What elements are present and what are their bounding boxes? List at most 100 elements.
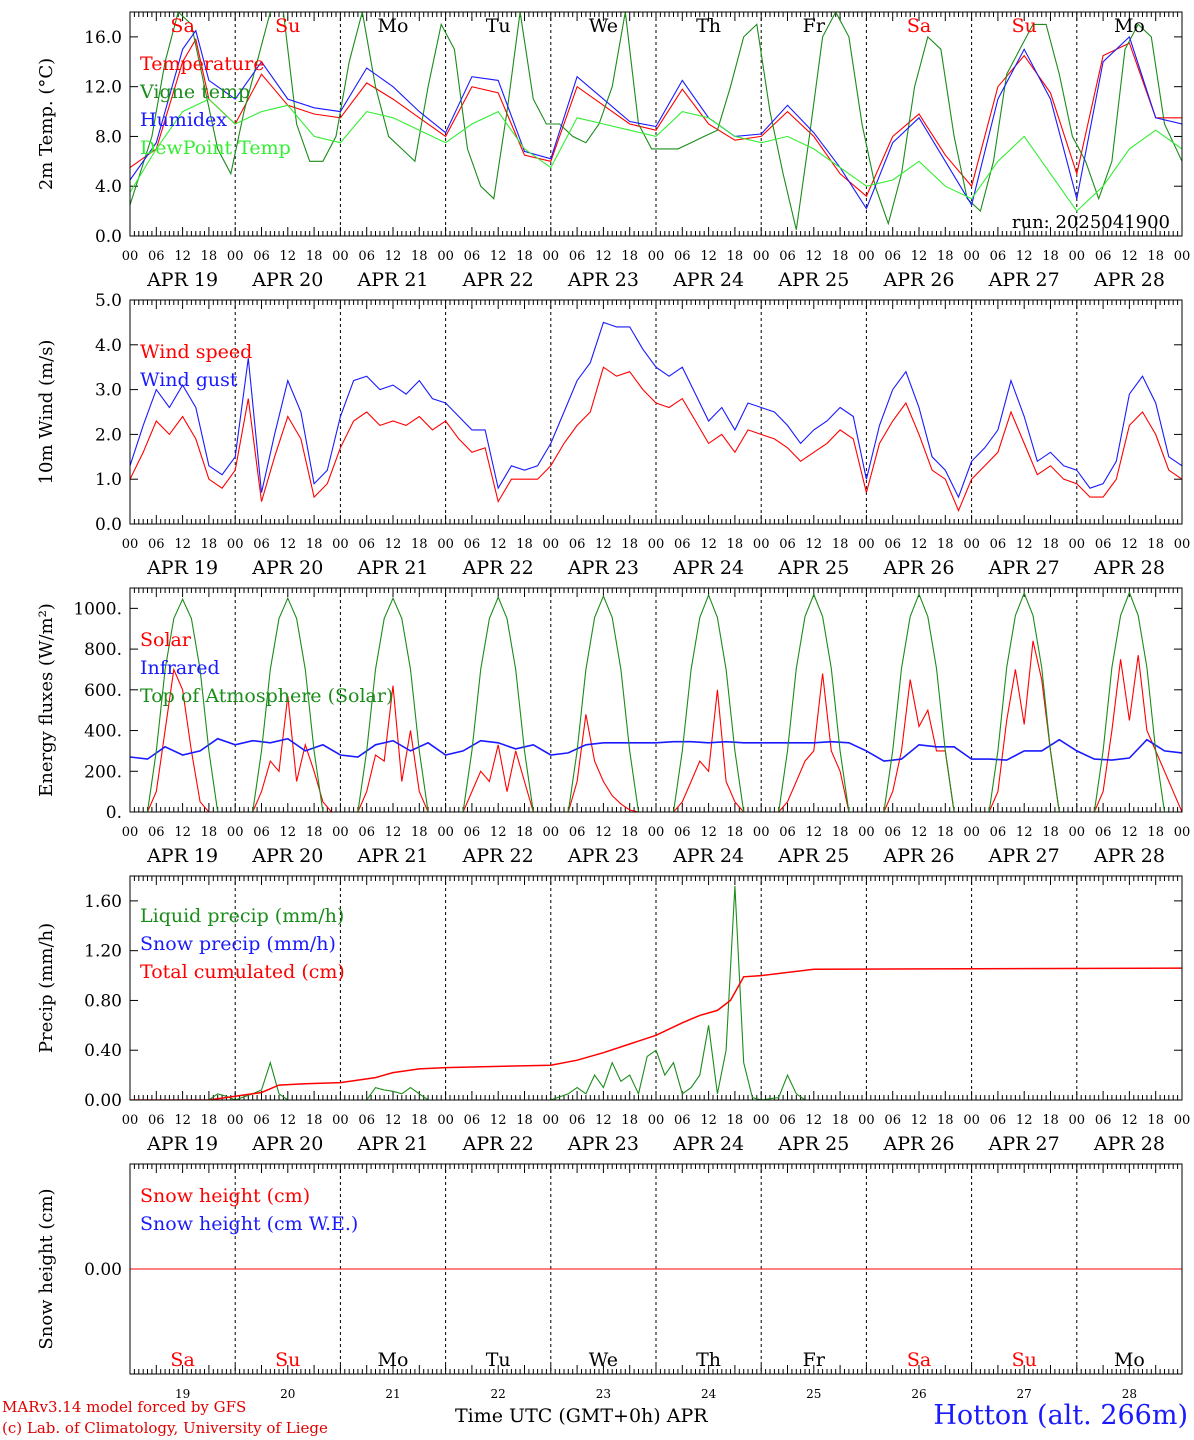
y-tick-label: 400. [84, 722, 122, 742]
run-label: run: 2025041900 [1012, 212, 1170, 233]
date-label: APR 22 [462, 1133, 534, 1155]
series-solar [130, 640, 1182, 812]
day-of-week-label: Sa [907, 1349, 931, 1371]
hour-tick-label: 06 [674, 537, 691, 552]
hour-tick-label: 00 [963, 1113, 980, 1128]
date-label: APR 21 [356, 269, 428, 291]
day-of-week-label: We [589, 1349, 618, 1371]
day-of-week-label: Su [1012, 15, 1037, 37]
day-of-week-label: Mo [1114, 15, 1145, 37]
hour-tick-label: 12 [595, 249, 612, 264]
legend-entry: Solar [140, 629, 192, 651]
hour-tick-label: 00 [858, 537, 875, 552]
date-label: APR 22 [462, 269, 534, 291]
hour-tick-label: 18 [1147, 825, 1164, 840]
hour-tick-label: 12 [490, 249, 507, 264]
day-of-week-label: Sa [907, 15, 931, 37]
hour-tick-label: 06 [779, 825, 796, 840]
hour-tick-label: 12 [280, 537, 297, 552]
hour-tick-label: 18 [621, 537, 638, 552]
hour-tick-label: 06 [464, 537, 481, 552]
y-axis-label: 10m Wind (m/s) [36, 340, 57, 485]
hour-tick-label: 18 [727, 249, 744, 264]
hour-tick-label: 18 [1147, 249, 1164, 264]
hour-tick-label: 12 [911, 249, 928, 264]
hour-tick-label: 12 [385, 537, 402, 552]
panel-frame [129, 299, 1183, 525]
hour-tick-label: 06 [464, 1113, 481, 1128]
hour-tick-label: 12 [385, 249, 402, 264]
hour-tick-label: 18 [727, 825, 744, 840]
hour-tick-label: 12 [806, 537, 823, 552]
day-of-week-label: Su [1012, 1349, 1037, 1371]
legend-entry: Snow height (cm W.E.) [140, 1213, 358, 1235]
y-tick-label: 0.0 [95, 515, 122, 535]
hour-tick-label: 12 [1121, 825, 1138, 840]
date-label: APR 19 [146, 557, 218, 579]
hour-tick-label: 00 [1069, 825, 1086, 840]
hour-tick-label: 18 [411, 537, 428, 552]
panel-frame [129, 875, 1183, 1101]
y-tick-label: 12.0 [84, 78, 122, 98]
hour-tick-label: 00 [122, 537, 139, 552]
legend-entry: Liquid precip (mm/h) [140, 905, 344, 927]
lab-credit: (c) Lab. of Climatology, University of L… [2, 1419, 328, 1437]
date-label: APR 23 [567, 845, 639, 867]
hour-tick-label: 18 [832, 249, 849, 264]
hour-tick-label: 00 [437, 1113, 454, 1128]
date-label: APR 24 [672, 1133, 744, 1155]
day-of-week-label: We [589, 15, 618, 37]
series-humidex [130, 29, 1182, 210]
y-tick-label: 0.40 [84, 1041, 122, 1061]
hour-tick-label: 06 [464, 825, 481, 840]
hour-tick-label: 00 [227, 537, 244, 552]
hour-tick-label: 06 [358, 825, 375, 840]
hour-tick-label: 18 [727, 1113, 744, 1128]
hour-tick-label: 06 [569, 249, 586, 264]
series-infrared [130, 737, 1182, 762]
hour-tick-label: 12 [280, 1113, 297, 1128]
day-number-label: 27 [1017, 1387, 1032, 1400]
hour-tick-label: 18 [201, 825, 218, 840]
date-label: APR 20 [251, 269, 323, 291]
series-temperature [130, 37, 1182, 198]
day-number-label: 24 [701, 1387, 717, 1400]
hour-tick-label: 00 [1174, 249, 1191, 264]
panel-frame [129, 1163, 1183, 1375]
hour-tick-label: 18 [621, 825, 638, 840]
hour-tick-label: 06 [148, 1113, 165, 1128]
hour-tick-label: 18 [727, 537, 744, 552]
day-of-week-label: Mo [1114, 1349, 1145, 1371]
hour-tick-label: 18 [306, 537, 323, 552]
y-tick-label: 0.0 [95, 227, 122, 247]
legend-entry: Wind gust [140, 369, 238, 391]
hour-tick-label: 06 [148, 825, 165, 840]
day-number-label: 28 [1122, 1387, 1137, 1400]
day-number-label: 20 [280, 1387, 295, 1400]
day-of-week-label: Tu [486, 1349, 511, 1371]
legend-entry: Snow height (cm) [140, 1185, 310, 1207]
day-number-label: 22 [491, 1387, 506, 1400]
hour-tick-label: 00 [122, 249, 139, 264]
date-label: APR 19 [146, 269, 218, 291]
hour-tick-label: 12 [174, 1113, 191, 1128]
hour-tick-label: 00 [858, 825, 875, 840]
date-label: APR 27 [988, 269, 1060, 291]
legend-entry: Snow precip (mm/h) [140, 933, 336, 955]
hour-tick-label: 12 [490, 825, 507, 840]
hour-tick-label: 06 [884, 537, 901, 552]
hour-tick-label: 18 [1042, 825, 1059, 840]
series-group [130, 590, 1182, 812]
hour-tick-label: 06 [358, 1113, 375, 1128]
date-label: APR 26 [882, 845, 954, 867]
panel-frame [129, 11, 1183, 237]
hour-tick-label: 00 [858, 249, 875, 264]
hour-tick-label: 06 [569, 1113, 586, 1128]
hour-tick-label: 06 [779, 537, 796, 552]
legend-entry: Temperature [140, 53, 264, 75]
day-of-week-label: Th [696, 1349, 721, 1371]
series-total-cumulated-cm- [130, 967, 1182, 1100]
hour-tick-label: 00 [753, 537, 770, 552]
hour-tick-label: 12 [1016, 1113, 1033, 1128]
date-label: APR 26 [882, 269, 954, 291]
